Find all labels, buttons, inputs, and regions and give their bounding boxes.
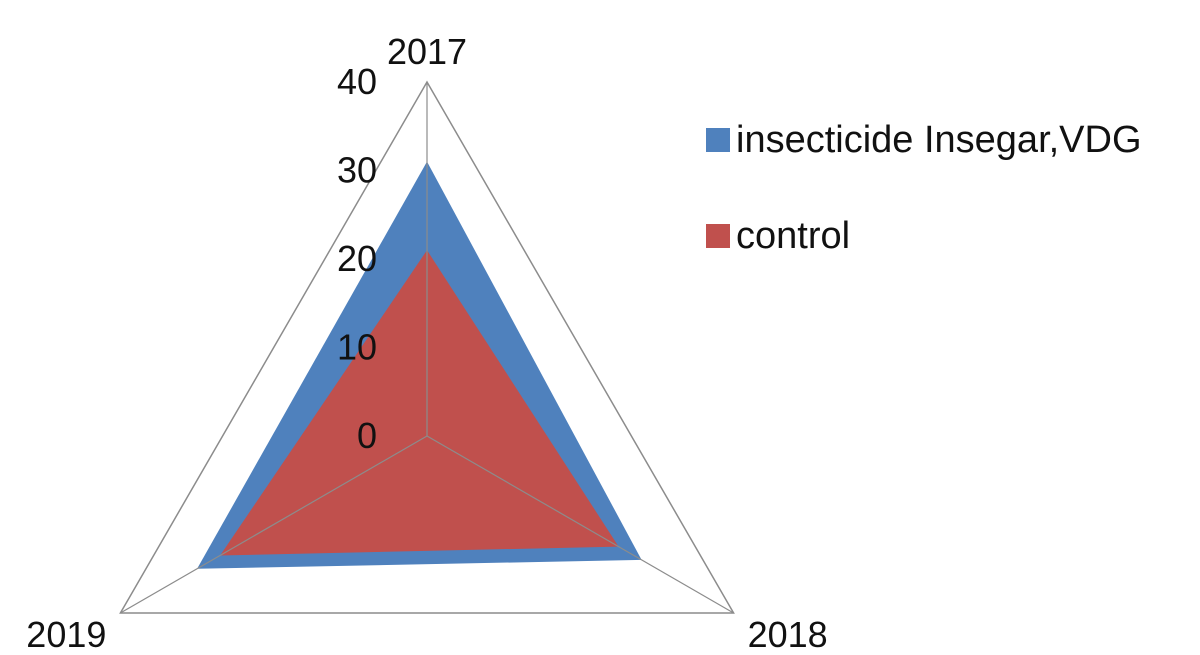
category-label-2018: 2018 — [748, 614, 828, 655]
tick-label-20: 20 — [337, 238, 377, 279]
tick-label-40: 40 — [337, 61, 377, 102]
tick-label-0: 0 — [357, 415, 377, 456]
category-label-2017: 2017 — [387, 31, 467, 72]
series-area-1 — [220, 250, 619, 556]
legend-item-insecticide: insecticide Insegar,VDG — [706, 118, 1142, 162]
category-label-2019: 2019 — [26, 614, 106, 655]
legend-swatch-insecticide — [706, 128, 730, 152]
legend-label-insecticide: insecticide Insegar,VDG — [736, 118, 1142, 161]
spoke-2019 — [120, 435, 428, 614]
radar-frame — [119, 80, 735, 614]
tick-label-30: 30 — [337, 150, 377, 191]
legend-label-control: control — [736, 214, 851, 257]
spoke-2018 — [426, 435, 734, 614]
legend-swatch-control — [706, 224, 730, 248]
tick-label-10: 10 — [337, 327, 377, 368]
legend: insecticide Insegar,VDG control — [706, 118, 1142, 310]
plot-area: 2017 2018 2019 0 10 20 30 40 — [26, 31, 827, 655]
legend-item-control: control — [706, 214, 1142, 258]
